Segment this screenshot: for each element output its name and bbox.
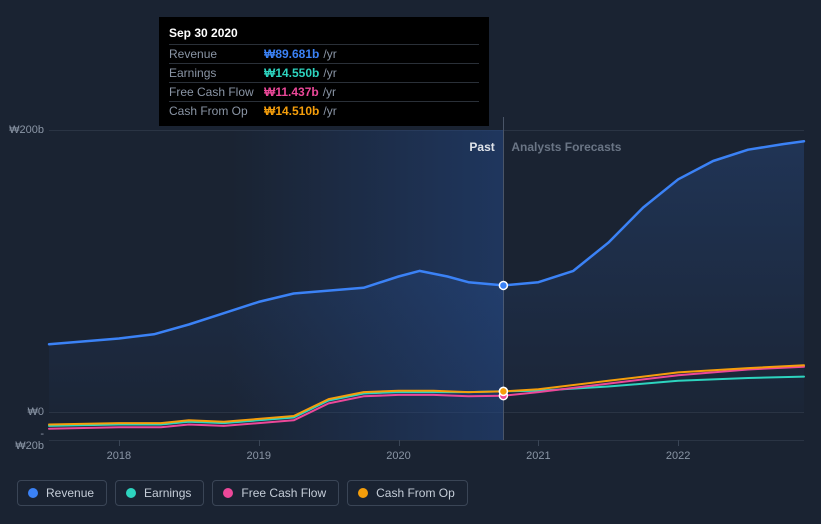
legend-label: Free Cash Flow	[241, 486, 326, 500]
legend-label: Revenue	[46, 486, 94, 500]
tooltip: Sep 30 2020 Revenue₩89.681b/yrEarnings₩1…	[159, 17, 489, 126]
tooltip-row: Cash From Op₩14.510b/yr	[169, 101, 479, 120]
x-axis-label: 2018	[107, 450, 131, 462]
x-tick	[399, 440, 400, 446]
tooltip-unit: /yr	[323, 104, 336, 118]
tooltip-unit: /yr	[323, 85, 336, 99]
legend-item-earnings[interactable]: Earnings	[115, 480, 204, 506]
legend-label: Cash From Op	[376, 486, 455, 500]
legend: Revenue Earnings Free Cash Flow Cash From O…	[17, 480, 468, 506]
x-tick	[538, 440, 539, 446]
legend-swatch-icon	[358, 488, 368, 498]
x-tick	[259, 440, 260, 446]
tooltip-unit: /yr	[323, 66, 336, 80]
tooltip-date: Sep 30 2020	[169, 23, 479, 44]
tooltip-value: ₩14.550b	[264, 66, 319, 80]
legend-swatch-icon	[126, 488, 136, 498]
x-axis-label: 2022	[666, 450, 690, 462]
tooltip-row: Revenue₩89.681b/yr	[169, 44, 479, 63]
tooltip-metric-label: Cash From Op	[169, 104, 264, 118]
y-axis-label: -₩20b	[15, 428, 44, 452]
gridline	[49, 440, 804, 441]
x-tick	[678, 440, 679, 446]
y-axis-label: ₩0	[28, 406, 45, 418]
tooltip-value: ₩14.510b	[264, 104, 319, 118]
tooltip-value: ₩89.681b	[264, 47, 319, 61]
legend-item-fcf[interactable]: Free Cash Flow	[212, 480, 339, 506]
x-axis-label: 2020	[386, 450, 410, 462]
cursor-marker-cfo	[499, 387, 507, 395]
legend-swatch-icon	[28, 488, 38, 498]
tooltip-metric-label: Free Cash Flow	[169, 85, 264, 99]
tooltip-row: Earnings₩14.550b/yr	[169, 63, 479, 82]
tooltip-row: Free Cash Flow₩11.437b/yr	[169, 82, 479, 101]
финancial-chart: ₩200b₩0-₩20b Past Analysts Forecasts 201…	[17, 0, 804, 524]
tooltip-unit: /yr	[323, 47, 336, 61]
x-tick	[119, 440, 120, 446]
tooltip-metric-label: Earnings	[169, 66, 264, 80]
x-axis-label: 2019	[246, 450, 270, 462]
chart-plot-area[interactable]	[49, 130, 804, 440]
tooltip-metric-label: Revenue	[169, 47, 264, 61]
cursor-marker-revenue	[499, 281, 507, 289]
tooltip-value: ₩11.437b	[264, 85, 319, 99]
legend-item-revenue[interactable]: Revenue	[17, 480, 107, 506]
legend-swatch-icon	[223, 488, 233, 498]
x-axis-label: 2021	[526, 450, 550, 462]
legend-item-cfo[interactable]: Cash From Op	[347, 480, 468, 506]
y-axis-label: ₩200b	[9, 124, 44, 136]
legend-label: Earnings	[144, 486, 191, 500]
